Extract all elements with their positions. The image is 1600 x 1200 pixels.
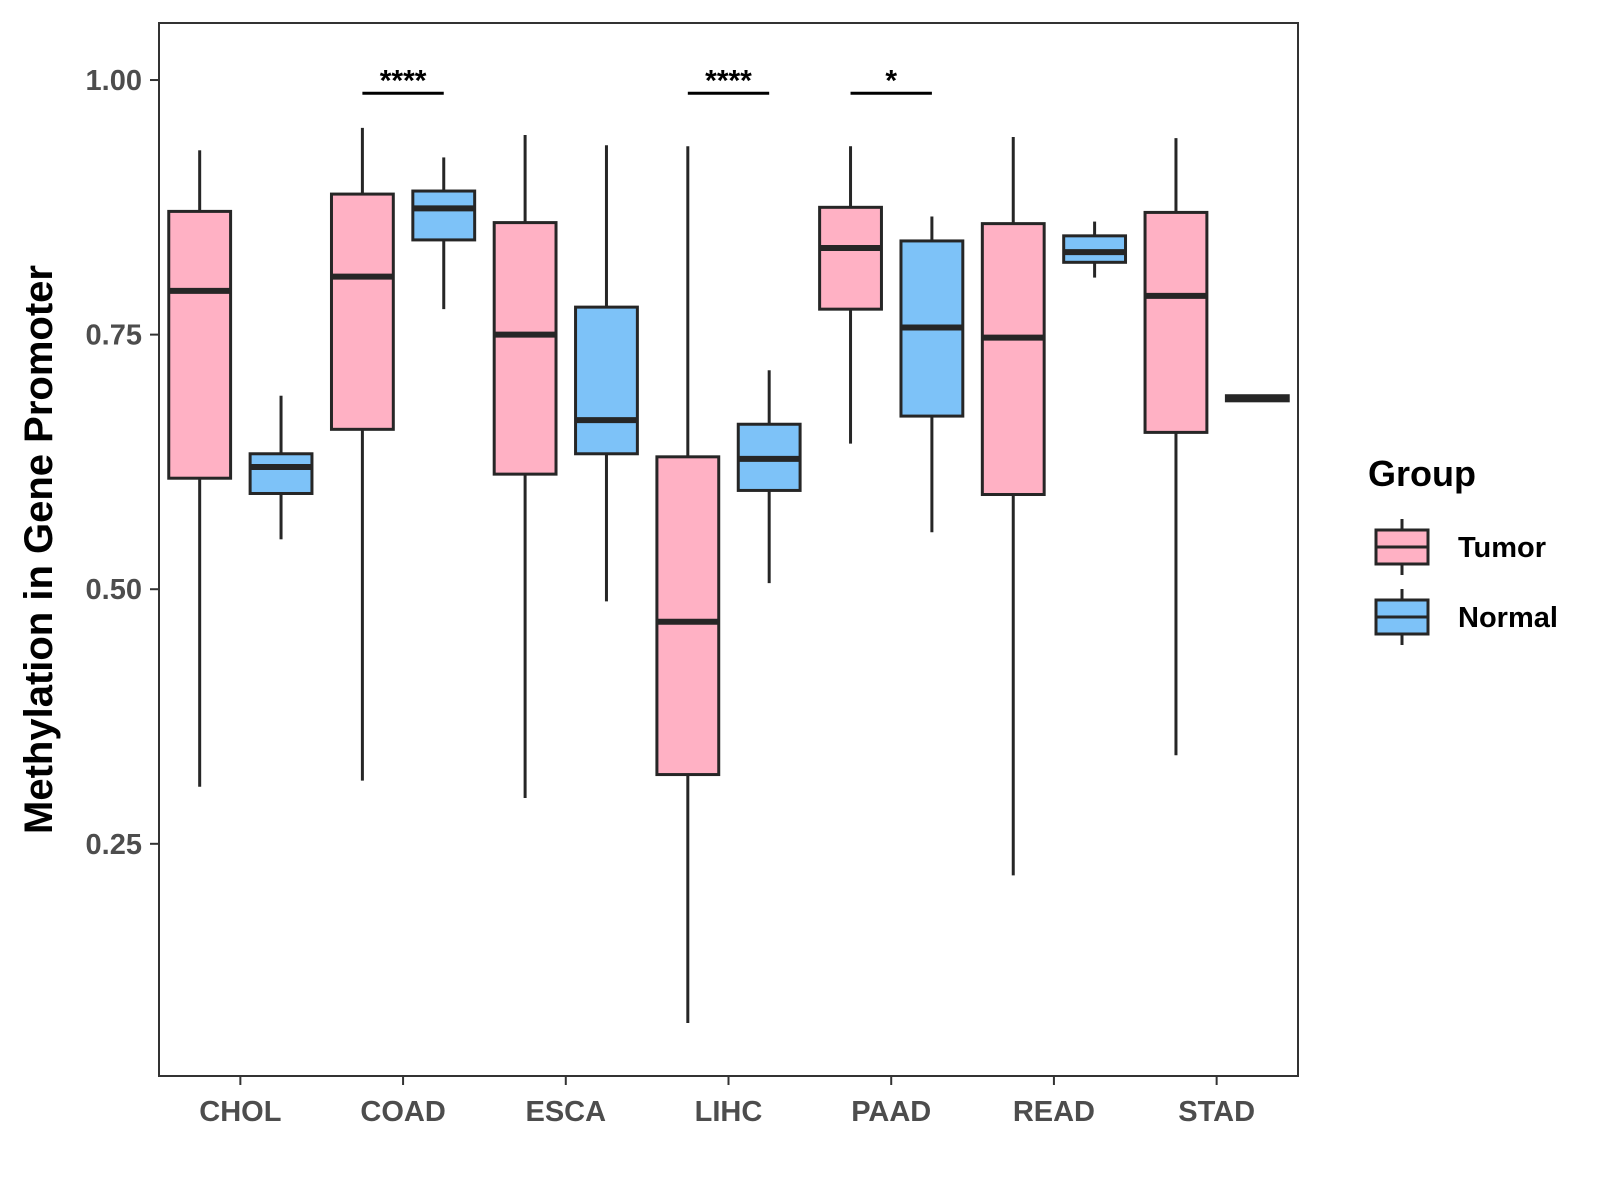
- box-tumor-coad: [329, 127, 395, 781]
- y-axis-title: Methylation in Gene Promoter: [17, 265, 61, 834]
- significance-coad: ****: [362, 64, 444, 97]
- box-iqr: [1143, 210, 1209, 434]
- box-iqr: [329, 192, 395, 431]
- legend-key-normal: [1374, 589, 1430, 645]
- box-normal-stad: [1224, 394, 1290, 403]
- x-tick-label-read: READ: [1013, 1096, 1095, 1128]
- box-iqr: [655, 455, 721, 777]
- box-tumor-read: [980, 137, 1046, 876]
- box-tumor-esca: [492, 135, 558, 798]
- legend: Group Tumor Normal: [1368, 453, 1558, 645]
- box-normal-lihc: [736, 370, 802, 584]
- x-tick-label-coad: COAD: [360, 1096, 445, 1128]
- box-normal-esca: [574, 145, 639, 602]
- annotations-layer: **** **** *: [362, 64, 932, 97]
- box-iqr: [818, 205, 883, 311]
- box-iqr: [980, 222, 1046, 497]
- legend-label-tumor: Tumor: [1458, 532, 1546, 564]
- box-normal-coad: [411, 157, 477, 310]
- x-tick-label-lihc: LIHC: [695, 1096, 763, 1128]
- box-tumor-stad: [1143, 138, 1209, 756]
- y-axis: 0.25 0.50 0.75 1.00: [86, 65, 159, 861]
- y-tick-label: 0.75: [86, 320, 142, 352]
- y-tick-label: 0.50: [86, 574, 142, 606]
- box-normal-chol: [248, 395, 314, 540]
- box-tumor-paad: [818, 146, 883, 444]
- box-iqr: [492, 221, 558, 476]
- significance-paad: *: [850, 64, 932, 97]
- box-iqr: [167, 209, 233, 480]
- y-tick-label: 0.25: [86, 829, 142, 861]
- boxes-layer: [167, 127, 1290, 1024]
- box-iqr: [411, 189, 477, 242]
- box-tumor-chol: [167, 150, 233, 787]
- box-iqr: [574, 305, 639, 456]
- box-normal-read: [1062, 221, 1128, 278]
- box-iqr: [1062, 234, 1128, 264]
- significance-lihc: ****: [687, 64, 770, 97]
- significance-label: *: [885, 64, 897, 97]
- box-tumor-lihc: [655, 146, 721, 1024]
- legend-key-tumor: [1374, 519, 1430, 575]
- y-tick-label: 1.00: [86, 65, 142, 97]
- x-tick-label-esca: ESCA: [525, 1096, 606, 1128]
- significance-label: ****: [380, 64, 427, 97]
- significance-label: ****: [705, 64, 752, 97]
- x-tick-label-stad: STAD: [1178, 1096, 1255, 1128]
- legend-title: Group: [1368, 453, 1476, 494]
- x-axis: CHOL COAD ESCA LIHC PAAD READ STAD: [199, 1076, 1255, 1128]
- x-tick-label-chol: CHOL: [199, 1096, 281, 1128]
- box-iqr: [248, 452, 314, 495]
- x-tick-label-paad: PAAD: [851, 1096, 931, 1128]
- box-normal-paad: [899, 216, 965, 533]
- legend-label-normal: Normal: [1458, 602, 1558, 634]
